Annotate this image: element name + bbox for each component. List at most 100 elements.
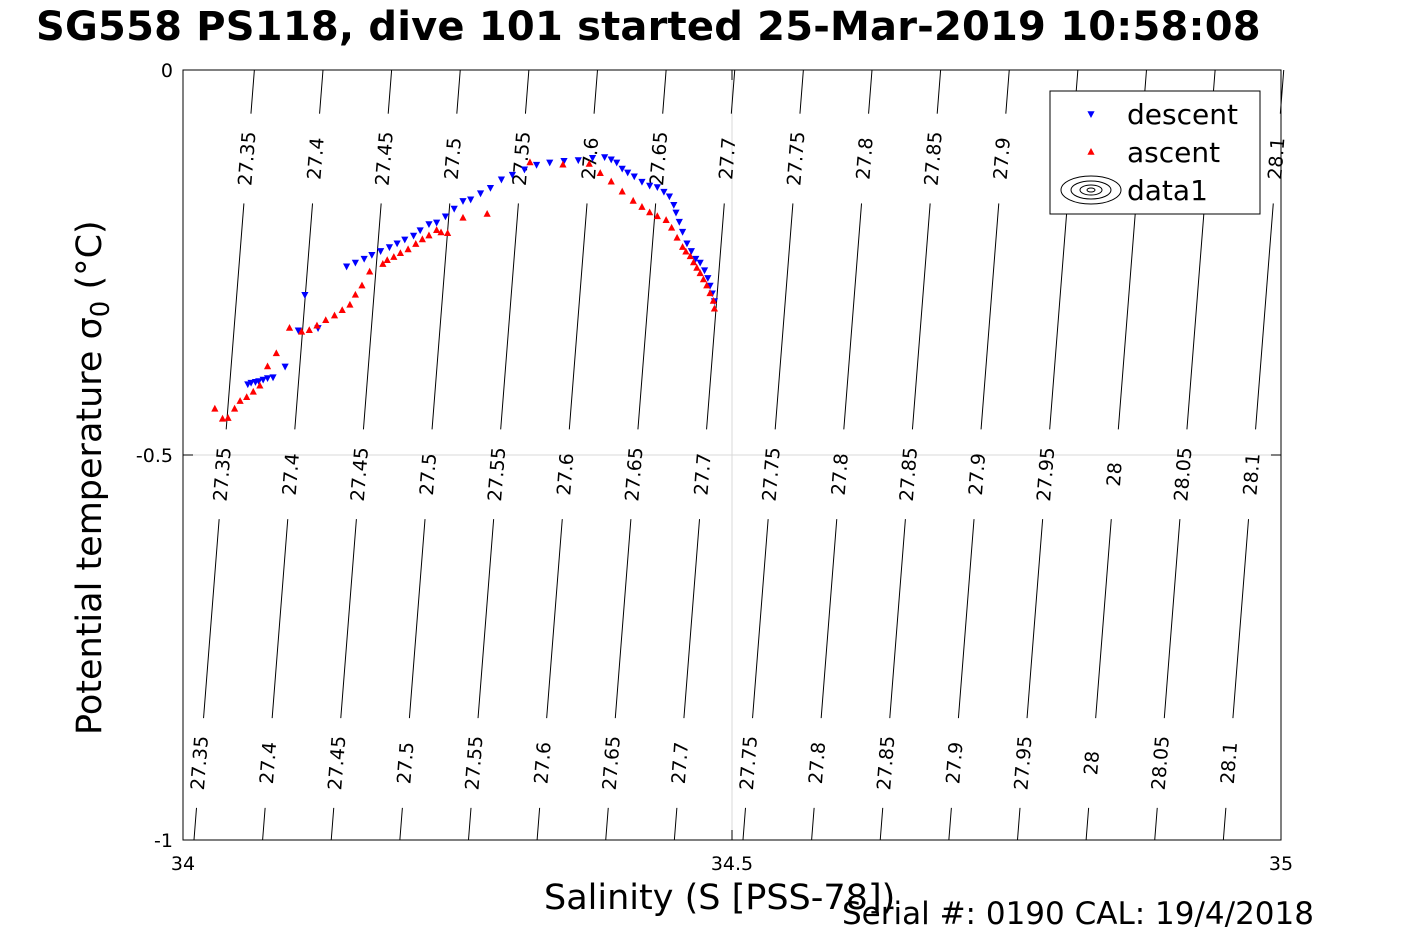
- descent-point: [281, 363, 289, 371]
- descent-point: [607, 156, 615, 164]
- contour-label: 28.1: [1239, 452, 1264, 496]
- descent-point: [560, 158, 568, 165]
- descent-point: [613, 159, 621, 167]
- descent-point: [672, 209, 680, 217]
- ascent-point: [231, 404, 239, 412]
- contour-label: 27.8: [828, 452, 853, 496]
- contour-label: 27.9: [942, 741, 967, 785]
- contour-label: 28.05: [1170, 446, 1196, 502]
- ascent-point: [678, 243, 687, 250]
- contour-label: 27.5: [416, 452, 441, 496]
- ascent-point: [673, 233, 681, 241]
- ascent-point: [629, 196, 637, 204]
- legend: descent ascent data1: [1049, 90, 1261, 215]
- legend-box: [1049, 90, 1261, 215]
- ascent-point: [418, 235, 426, 243]
- density-contour-labels: 27.35 27.4 27.45 27.5 27.55 27.6 27.65 27.7 27.7…: [187, 131, 1290, 791]
- y-axis-label-unit: (°C): [70, 220, 110, 290]
- contour-line: [536, 69, 598, 841]
- descent-point: [546, 159, 554, 167]
- legend-ascent-icon: [1087, 148, 1095, 155]
- ascent-point: [351, 290, 359, 298]
- descent-point: [670, 201, 678, 209]
- contour-label: 27.7: [668, 741, 693, 785]
- y-axis-label-subscript: 0: [86, 300, 116, 318]
- ascent-point: [444, 229, 452, 237]
- contour-label: 27.7: [690, 452, 715, 496]
- descent-point: [263, 375, 272, 382]
- contour-label: 28.05: [1148, 735, 1174, 791]
- x-axis-label: Salinity (S [PSS-78]): [544, 878, 896, 918]
- ascent-point: [706, 289, 714, 297]
- y-tick-label: -0.5: [136, 445, 173, 467]
- descent-point: [653, 184, 661, 192]
- descent-point: [520, 166, 529, 174]
- contour-label: 28: [1080, 750, 1104, 776]
- descent-point: [450, 205, 458, 213]
- contour-line: [193, 69, 255, 841]
- ascent-point: [366, 267, 374, 275]
- ascent-point: [710, 304, 719, 312]
- descent-point: [574, 157, 582, 165]
- contour-label: 27.35: [210, 446, 236, 502]
- ascent-point: [437, 228, 445, 236]
- descent-point: [618, 165, 626, 173]
- contour-label: 27.65: [646, 131, 672, 187]
- contour-label: 27.55: [484, 446, 510, 502]
- ascent-point: [236, 397, 244, 404]
- ascent-point: [412, 240, 420, 247]
- descent-point: [678, 228, 687, 236]
- descent-point: [601, 154, 609, 162]
- descent-point: [377, 248, 385, 255]
- contour-label: 27.75: [736, 735, 762, 791]
- descent-point: [497, 176, 506, 184]
- x-tick-label: 34: [171, 853, 195, 875]
- ascent-point: [425, 231, 433, 239]
- ascent-point: [272, 349, 280, 357]
- ascent-point: [696, 269, 704, 277]
- contour-label: 27.45: [347, 446, 373, 502]
- ascent-point: [699, 275, 708, 283]
- contour-label: 28.1: [1264, 137, 1289, 181]
- ascent-point: [459, 213, 467, 221]
- descent-point: [360, 255, 368, 263]
- contour-label: 27.55: [509, 131, 535, 187]
- contour-label: 27.45: [372, 131, 398, 187]
- legend-label: data1: [1127, 174, 1208, 207]
- ascent-point: [383, 256, 391, 263]
- ascent-point: [559, 160, 567, 168]
- ascent-point: [653, 212, 661, 220]
- ascent-point: [256, 381, 264, 389]
- contour-line: [811, 69, 873, 841]
- ascent-point: [224, 414, 232, 421]
- x-tick-label: 34.5: [711, 853, 753, 875]
- contour-label: 27.35: [187, 735, 213, 791]
- descent-point: [665, 193, 674, 201]
- legend-label: ascent: [1127, 136, 1220, 169]
- ascent-point: [249, 387, 257, 395]
- descent-point: [401, 236, 409, 244]
- descent-point: [476, 190, 485, 198]
- descent-point: [459, 198, 467, 205]
- ascent-point: [218, 414, 227, 422]
- ascent-point: [305, 326, 313, 334]
- descent-point: [646, 182, 654, 190]
- y-tick-label: 0: [161, 60, 173, 82]
- contour-line: [605, 69, 667, 841]
- contour-label: 27.8: [852, 137, 877, 181]
- legend-contour-icon: [1070, 180, 1112, 200]
- descent-point: [368, 252, 376, 259]
- contour-label: 27.85: [921, 131, 947, 187]
- contour-line: [399, 69, 461, 841]
- ascent-point: [396, 249, 405, 257]
- ascent-point: [682, 247, 690, 255]
- contour-label: 27.55: [461, 735, 487, 791]
- descent-point: [259, 376, 267, 384]
- contour-label: 27.4: [256, 741, 281, 785]
- contour-line: [467, 69, 530, 841]
- contour-line: [262, 69, 324, 841]
- ascent-point: [263, 362, 272, 370]
- contour-label: 27.9: [990, 137, 1015, 181]
- x-axis-ticks: 34 34.5 35: [171, 70, 1293, 875]
